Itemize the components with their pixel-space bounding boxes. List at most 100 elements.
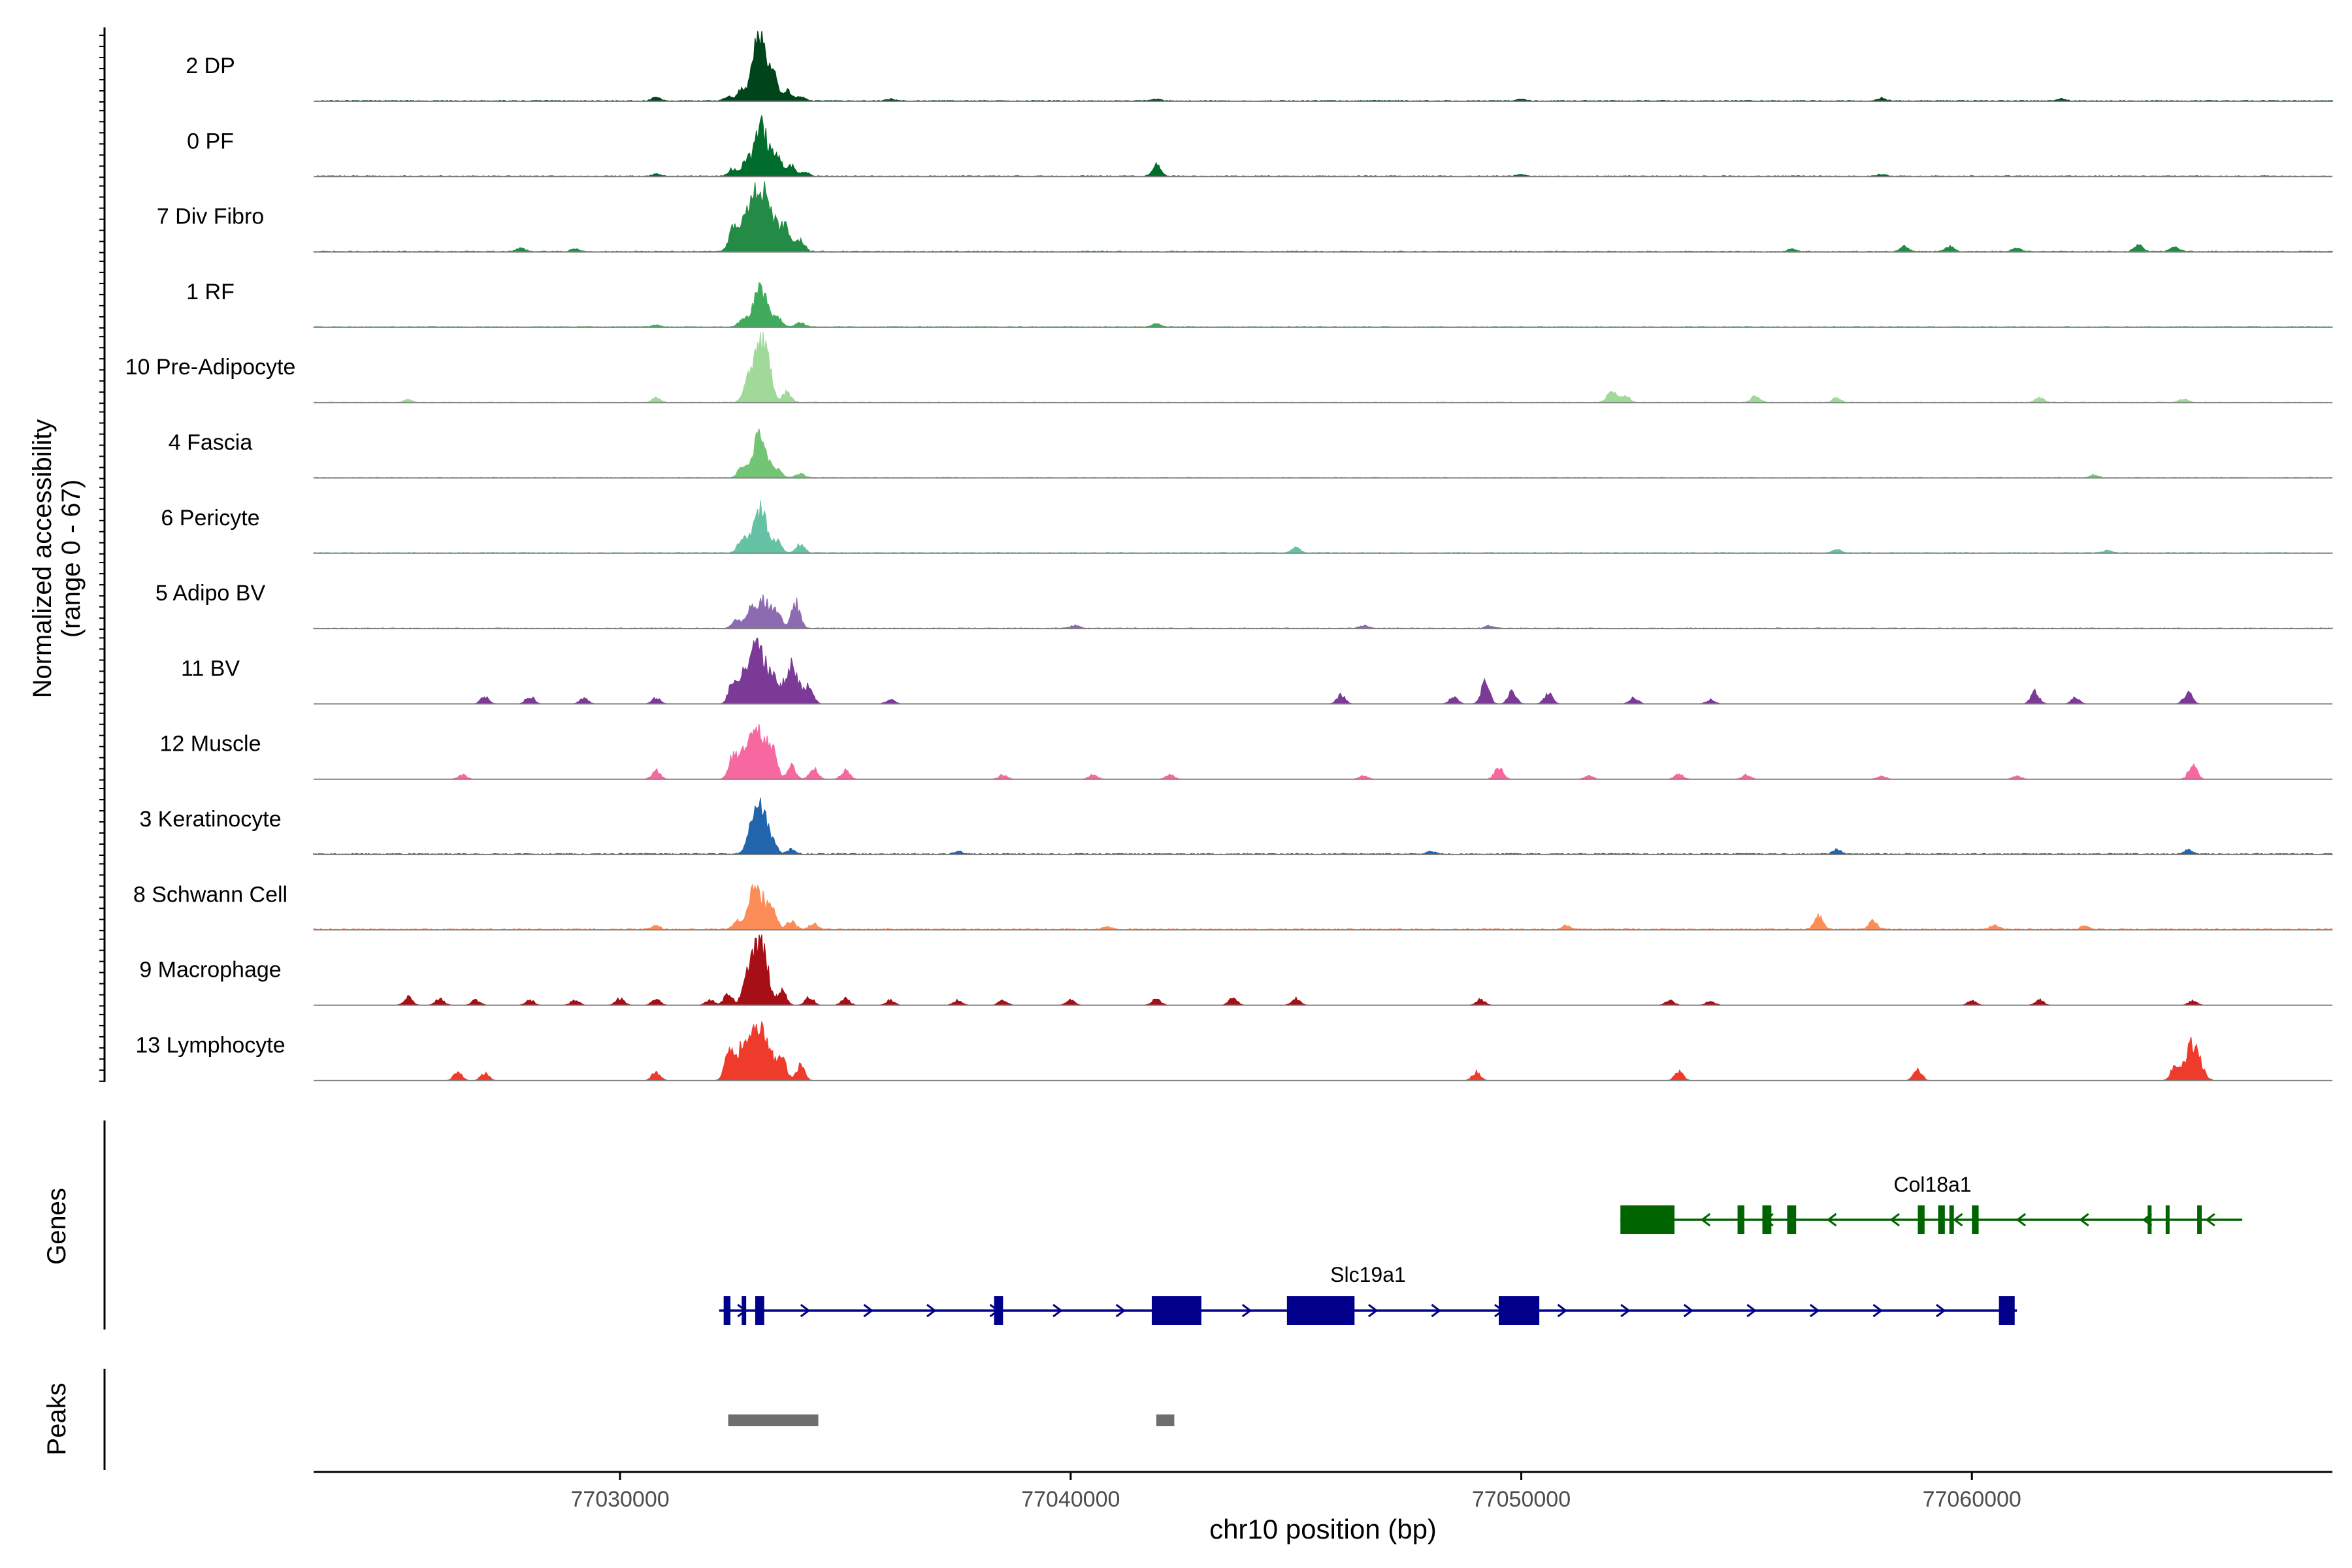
- strand-arrow: [1936, 1303, 1946, 1318]
- exon: [742, 1296, 747, 1325]
- coverage-area: [313, 797, 2334, 855]
- track-3-keratinocyte: 3 Keratinocyte: [139, 797, 2334, 855]
- exon: [2165, 1205, 2170, 1234]
- coverage-area: [314, 934, 2332, 1006]
- y-axis-range-label: (range 0 - 67): [57, 480, 86, 638]
- coverage-tracks: 2 DP 0 PF 7 Div Fibro 1 RF 10 Pre-Adipocyte 4…: [99, 27, 2334, 1082]
- gene-slc19a1: Slc19a1: [719, 1263, 2017, 1325]
- coverage-area: [314, 1021, 2332, 1081]
- track-4-fascia: 4 Fascia: [169, 429, 2333, 479]
- coverage-area: [313, 282, 2333, 328]
- strand-arrow: [1953, 1213, 1963, 1227]
- coverage-area: [314, 724, 2332, 780]
- exon: [1918, 1205, 1925, 1234]
- coverage-area: [313, 332, 2333, 403]
- track-1-rf: 1 RF: [186, 280, 2333, 328]
- track-label: 10 Pre-Adipocyte: [125, 355, 296, 380]
- track-12-muscle: 12 Muscle: [160, 724, 2332, 780]
- track-label: 2 DP: [186, 54, 235, 78]
- track-2-dp: 2 DP: [186, 31, 2333, 102]
- axes: Normalized accessibility (range 0 - 67) …: [28, 419, 2332, 1544]
- track-label: 9 Macrophage: [139, 958, 281, 983]
- y-axis-label: Normalized accessibility: [28, 419, 57, 698]
- strand-arrow: [1557, 1303, 1568, 1318]
- track-7-div-fibro: 7 Div Fibro: [157, 181, 2333, 253]
- strand-arrow: [1889, 1213, 1900, 1227]
- strand-arrow: [1367, 1303, 1379, 1318]
- strand-arrow: [2079, 1213, 2089, 1227]
- coverage-area: [313, 115, 2333, 178]
- x-tick-label: 77050000: [1472, 1487, 1571, 1512]
- track-label: 7 Div Fibro: [157, 204, 264, 229]
- coverage-area: [313, 181, 2333, 253]
- track-label: 0 PF: [187, 129, 234, 154]
- strand-arrow: [1872, 1303, 1883, 1318]
- strand-arrow: [1431, 1303, 1441, 1318]
- exon: [1498, 1296, 1540, 1325]
- track-label: 13 Lymphocyte: [135, 1033, 285, 1058]
- exon: [755, 1296, 764, 1325]
- track-6-pericyte: 6 Pericyte: [161, 500, 2333, 554]
- exon: [1286, 1296, 1355, 1325]
- track-label: 8 Schwann Cell: [133, 882, 287, 907]
- coverage-area: [314, 637, 2332, 705]
- strand-arrow: [1683, 1303, 1694, 1318]
- strand-arrow: [2016, 1213, 2026, 1227]
- strand-arrow: [1809, 1303, 1820, 1318]
- genes-track-label: Genes: [42, 1188, 71, 1265]
- exon: [2148, 1205, 2152, 1234]
- strand-arrow: [1746, 1303, 1757, 1318]
- track-label: 4 Fascia: [169, 431, 253, 455]
- exon: [994, 1296, 1004, 1325]
- peaks-track-label: Peaks: [42, 1382, 71, 1455]
- track-5-adipo-bv: 5 Adipo BV: [155, 581, 2333, 630]
- track-13-lymphocyte: 13 Lymphocyte: [135, 1021, 2332, 1081]
- strand-arrow: [1700, 1213, 1711, 1227]
- track-label: 3 Keratinocyte: [139, 807, 281, 832]
- track-label: 12 Muscle: [160, 732, 261, 757]
- strand-arrow: [1115, 1303, 1126, 1318]
- coverage-area: [313, 883, 2333, 931]
- exon: [1972, 1205, 1979, 1234]
- strand-arrow: [1241, 1303, 1252, 1318]
- track-10-pre-adipocyte: 10 Pre-Adipocyte: [125, 332, 2333, 404]
- strand-arrow: [1053, 1303, 1063, 1318]
- exon: [1787, 1205, 1797, 1234]
- x-axis-label: chr10 position (bp): [1209, 1514, 1437, 1544]
- strand-arrow: [800, 1303, 811, 1318]
- strand-arrow: [1620, 1303, 1631, 1318]
- x-tick-label: 77040000: [1021, 1487, 1120, 1512]
- exon: [1938, 1205, 1945, 1234]
- gene-track: Col18a1 Slc19a1: [103, 1120, 2243, 1330]
- exon: [1737, 1205, 1744, 1234]
- coverage-area: [313, 500, 2333, 554]
- track-8-schwann-cell: 8 Schwann Cell: [133, 882, 2333, 931]
- track-9-macrophage: 9 Macrophage: [139, 934, 2332, 1006]
- track-label: 1 RF: [186, 280, 235, 304]
- gene-label: Col18a1: [1893, 1173, 1971, 1196]
- strand-arrow: [2205, 1213, 2215, 1227]
- x-tick-label: 77030000: [570, 1487, 669, 1512]
- strand-arrow: [1826, 1213, 1837, 1227]
- exon: [1151, 1296, 1201, 1325]
- strand-arrow: [926, 1303, 937, 1318]
- exon: [2197, 1205, 2202, 1234]
- gene-label: Slc19a1: [1330, 1263, 1406, 1286]
- exon: [1999, 1296, 2015, 1325]
- gene-col18a1: Col18a1: [1620, 1173, 2243, 1234]
- peak-region: [728, 1414, 819, 1426]
- track-label: 11 BV: [181, 656, 240, 681]
- track-0-pf: 0 PF: [187, 115, 2333, 178]
- coverage-area: [313, 429, 2333, 479]
- exon: [1620, 1205, 1674, 1234]
- coverage-area: [313, 31, 2333, 102]
- exon: [723, 1296, 731, 1325]
- track-label: 5 Adipo BV: [155, 581, 266, 606]
- strand-arrow: [863, 1303, 874, 1318]
- peak-region: [1156, 1414, 1175, 1426]
- coverage-area: [313, 594, 2333, 629]
- x-tick-label: 77060000: [1923, 1487, 2021, 1512]
- exon: [1762, 1205, 1772, 1234]
- track-label: 6 Pericyte: [161, 506, 259, 531]
